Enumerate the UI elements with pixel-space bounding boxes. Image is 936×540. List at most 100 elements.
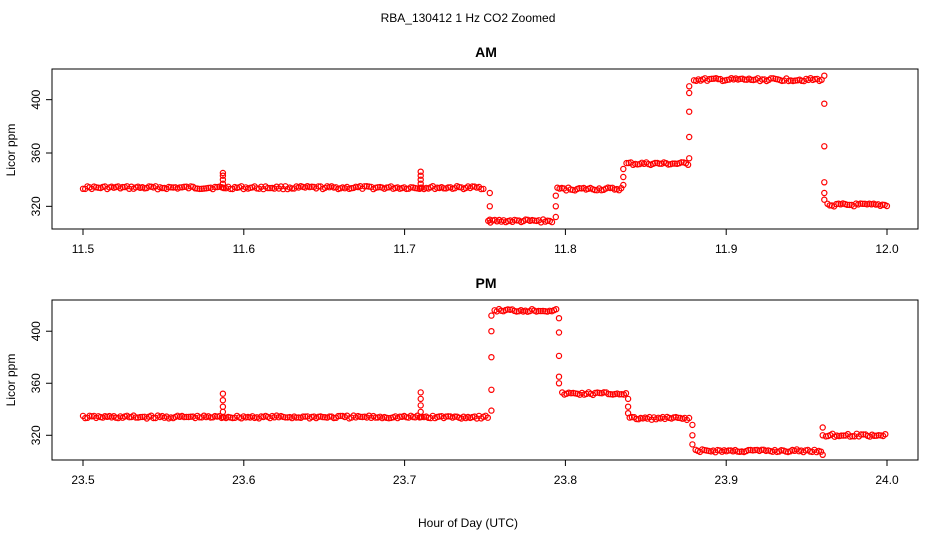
data-point <box>826 202 833 209</box>
data-point <box>357 413 364 420</box>
yticks-am: 320 360 400 <box>29 89 52 216</box>
data-point <box>282 414 289 421</box>
data-point <box>335 412 342 420</box>
data-point <box>484 414 491 421</box>
data-point <box>219 176 227 183</box>
data-point <box>623 159 630 167</box>
data-point <box>819 424 826 431</box>
data-point <box>219 403 227 410</box>
data-point <box>844 201 851 208</box>
data-point <box>169 184 177 191</box>
x-tick-label: 11.5 <box>72 242 95 256</box>
data-point <box>555 315 563 322</box>
data-point <box>319 413 326 421</box>
data-point <box>219 180 227 187</box>
xticks-pm: 23.5 23.6 23.7 23.8 23.9 24.0 <box>71 459 899 487</box>
data-point <box>883 202 891 210</box>
data-point <box>821 72 828 79</box>
data-point <box>136 413 144 421</box>
data-point <box>821 143 828 150</box>
points-am <box>79 72 891 226</box>
data-point <box>624 395 632 403</box>
data-point <box>686 133 693 141</box>
data-point <box>417 395 424 403</box>
data-point <box>821 100 828 107</box>
data-point <box>871 432 878 439</box>
panel-am: AM Licor ppm 11.5 11.6 11.7 11.8 11.9 12.0 32… <box>4 44 919 256</box>
data-point <box>180 413 188 421</box>
data-point <box>219 390 227 397</box>
data-point <box>576 184 583 192</box>
data-point <box>725 447 732 454</box>
data-point <box>488 354 495 361</box>
data-point <box>821 196 828 203</box>
data-point <box>616 391 623 398</box>
data-point <box>440 185 447 192</box>
data-point <box>555 352 563 360</box>
x-tick-label: 11.8 <box>554 242 577 256</box>
panel-title-am: AM <box>475 44 497 60</box>
data-point <box>821 189 828 197</box>
x-tick-label: 11.7 <box>393 242 416 256</box>
data-point <box>821 179 828 186</box>
data-point <box>219 172 227 179</box>
data-point <box>678 159 685 166</box>
y-tick-label: 360 <box>29 373 43 393</box>
data-point <box>624 410 632 417</box>
data-point <box>488 407 495 414</box>
data-point <box>552 192 560 199</box>
data-point <box>686 155 693 162</box>
data-point <box>689 421 696 429</box>
data-point <box>478 185 485 193</box>
data-point <box>219 184 227 191</box>
data-point <box>417 184 424 191</box>
data-point <box>486 203 493 210</box>
data-point <box>374 184 381 191</box>
data-point <box>548 218 556 226</box>
data-point <box>176 184 183 191</box>
x-tick-label: 11.6 <box>233 242 256 256</box>
data-point <box>219 397 227 404</box>
data-point <box>553 306 560 313</box>
data-point <box>293 414 300 421</box>
data-point <box>685 414 693 422</box>
data-point <box>552 203 560 210</box>
data-point <box>266 184 274 192</box>
data-point <box>158 184 166 192</box>
data-point <box>819 451 826 458</box>
data-point <box>567 390 575 397</box>
data-point <box>417 389 424 396</box>
data-point <box>417 168 424 175</box>
data-point <box>674 414 682 421</box>
data-point <box>686 83 693 90</box>
data-point <box>686 89 693 97</box>
data-point <box>372 414 379 421</box>
data-point <box>407 184 414 191</box>
panel-title-pm: PM <box>476 275 497 291</box>
x-tick-label: 11.9 <box>715 242 738 256</box>
data-point <box>737 75 744 83</box>
plot-frame-am <box>51 68 919 230</box>
data-point <box>767 75 775 82</box>
data-point <box>741 76 748 83</box>
data-point <box>620 165 627 173</box>
data-point <box>817 448 825 455</box>
figure-title: RBA_130412 1 Hz CO2 Zoomed <box>381 11 556 25</box>
data-point <box>748 76 755 84</box>
data-point <box>486 189 493 197</box>
data-point <box>689 441 696 448</box>
data-point <box>552 213 560 221</box>
data-point <box>417 402 424 409</box>
data-point <box>264 184 271 192</box>
data-point <box>167 184 175 191</box>
x-tick-label: 24.0 <box>875 473 899 487</box>
data-point <box>299 413 307 420</box>
data-point <box>361 183 368 190</box>
panel-pm: PM Licor ppm 23.5 23.6 23.7 23.8 23.9 24.0 32… <box>4 275 919 487</box>
y-tick-label: 400 <box>29 89 43 109</box>
data-point <box>486 216 493 223</box>
data-point <box>751 446 759 454</box>
x-axis-label: Hour of Day (UTC) <box>418 516 518 530</box>
x-tick-label: 23.9 <box>715 473 739 487</box>
data-point <box>132 414 139 421</box>
